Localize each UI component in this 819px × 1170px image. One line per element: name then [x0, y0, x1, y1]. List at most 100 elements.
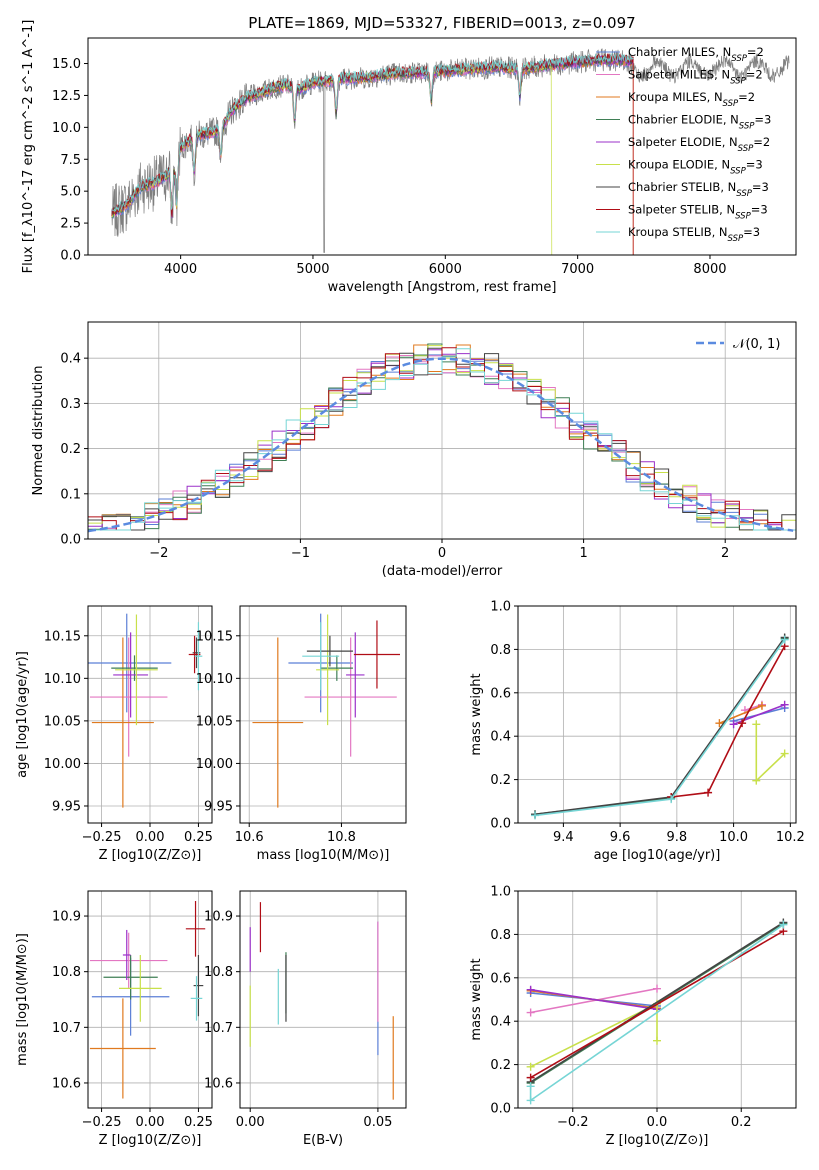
legend-label-salpeter-elodie: Salpeter ELODIE, NSSP=2 [628, 135, 770, 154]
panel-massweight-vs-age: 9.4 9.6 9.8 10.0 10.2 0.0 0.2 0.4 0.6 0.8 1.0 age [… [469, 600, 805, 864]
y-tick-label: 0.4 [490, 1015, 511, 1030]
errorbar-chabrier-elodie [320, 655, 353, 681]
series-kroupa-stelib [531, 635, 789, 820]
y-tick-label: 9.95 [52, 799, 81, 814]
series-point [531, 811, 540, 820]
y-axis-label: Normed distribution [31, 366, 46, 496]
errorbar-salpeter-miles [304, 637, 397, 757]
series-line [530, 930, 784, 1079]
x-tick-label: 10.8 [327, 830, 356, 845]
series-line [534, 639, 786, 817]
errorbar-kroupa-miles [89, 998, 156, 1099]
model-spectrum-kroupa-miles [111, 55, 634, 255]
errorbar-chabrier-stelib [306, 635, 353, 667]
series-line [530, 921, 784, 1083]
model-spectrum-kroupa-stelib [111, 51, 634, 212]
x-tick-label: 0.25 [184, 1115, 213, 1130]
x-tick-label: 0.25 [184, 830, 213, 845]
x-tick-label: 2 [721, 546, 729, 561]
x-tick-label: −2 [149, 546, 168, 561]
x-tick-label: −0.25 [82, 1115, 122, 1130]
panel-age-vs-mass: 10.6 10.8 9.95 10.00 10.05 10.10 10.15 mass [lo… [196, 605, 407, 863]
plot-area [88, 343, 796, 533]
series-line [534, 637, 786, 816]
x-tick-label: 10.0 [719, 830, 748, 845]
errorbar-kroupa-elodie [119, 954, 162, 1022]
chart-title: PLATE=1869, MJD=53327, FIBERID=0013, z=0… [248, 14, 635, 32]
y-tick-label: 10.8 [52, 965, 81, 980]
y-tick-label: 0.0 [490, 1102, 511, 1117]
errorbar-chabrier-miles [88, 613, 172, 713]
plot-area [111, 48, 790, 255]
y-tick-label: 10.15 [44, 629, 81, 644]
y-axis-label: age [log10(age/yr)] [15, 651, 30, 778]
x-tick-label: 0.2 [731, 1115, 752, 1130]
y-tick-label: 10.0 [52, 121, 81, 136]
x-tick-label: 7000 [561, 262, 594, 277]
series-point [752, 776, 761, 785]
errorbar-kroupa-stelib [302, 622, 340, 691]
y-tick-label: 0.6 [490, 971, 511, 986]
y-tick-label: 10.7 [204, 1021, 233, 1036]
x-tick-label: 10.6 [235, 830, 264, 845]
plot-area [88, 613, 203, 808]
y-tick-label: 0.8 [490, 643, 511, 658]
series-salpeter-miles [526, 984, 661, 1017]
series-point [653, 984, 661, 993]
x-axis-label: (data-model)/error [382, 564, 503, 579]
x-tick-label: 10.2 [776, 830, 805, 845]
errorbar-chabrier-stelib [193, 954, 204, 1017]
panel-mass-vs-Z: −0.25 0.00 0.25 10.6 10.7 10.8 10.9 Z [log10(Z/… [15, 890, 213, 1148]
y-tick-label: 10.7 [52, 1021, 81, 1036]
errorbar-salpeter-stelib [353, 620, 401, 689]
y-tick-label: 10.6 [204, 1076, 233, 1091]
axes-frame [239, 605, 407, 824]
model-spectrum-kroupa-elodie [111, 61, 553, 255]
errorbar-salpeter-elodie [346, 632, 365, 718]
y-tick-label: 0.0 [490, 817, 511, 832]
y-tick-label: 10.10 [44, 672, 81, 687]
series-line [530, 987, 658, 1014]
errorbar-kroupa-miles [252, 637, 304, 808]
x-tick-label: 0.00 [236, 1115, 265, 1130]
x-tick-label: 0.00 [136, 830, 165, 845]
x-tick-label: 5000 [296, 262, 329, 277]
x-axis-label: age [log10(age/yr)] [594, 848, 721, 863]
plot-area [249, 902, 394, 1100]
plot-area [252, 613, 401, 808]
panel-spectrum: 4000 5000 6000 7000 8000 0.0 2.5 5.0 7.5 10.0 12.5… [21, 14, 797, 295]
x-tick-label: 0 [438, 546, 446, 561]
series-point [704, 788, 713, 797]
y-tick-label: 10.00 [44, 757, 81, 772]
series-point [667, 795, 676, 804]
series-line [530, 988, 658, 1011]
series-kroupa-elodie [752, 720, 789, 785]
y-tick-label: 10.8 [204, 965, 233, 980]
x-tick-label: 0.0 [647, 1115, 668, 1130]
y-tick-label: 0.1 [60, 487, 81, 502]
x-tick-label: 8000 [693, 262, 726, 277]
x-tick-label: 1 [579, 546, 587, 561]
legend-label-kroupa-miles: Kroupa MILES, NSSP=2 [628, 90, 755, 109]
errorbar-chabrier-stelib [192, 637, 201, 669]
legend: Chabrier MILES, NSSP=2 Salpeter MILES, NS… [596, 45, 771, 244]
axes-frame [87, 605, 213, 824]
y-tick-label: 10.05 [196, 714, 233, 729]
y-tick-label: 0.4 [60, 352, 81, 367]
x-tick-label: −0.25 [82, 830, 122, 845]
errorbar-salpeter-miles [89, 932, 168, 989]
legend-label-chabrier-stelib: Chabrier STELIB, NSSP=3 [628, 180, 769, 199]
y-tick-label: 10.9 [204, 910, 233, 925]
x-tick-label: 9.8 [667, 830, 688, 845]
series-chabrier-elodie [531, 634, 789, 819]
y-tick-label: 0.3 [60, 397, 81, 412]
y-tick-label: 0.8 [490, 928, 511, 943]
y-tick-label: 0.4 [490, 730, 511, 745]
errorbar-kroupa-elodie [316, 614, 340, 726]
axes-frame [87, 890, 213, 1109]
x-tick-label: 4000 [164, 262, 197, 277]
series-point [780, 749, 789, 758]
series-point [780, 635, 789, 644]
x-tick-label: 0.00 [136, 1115, 165, 1130]
